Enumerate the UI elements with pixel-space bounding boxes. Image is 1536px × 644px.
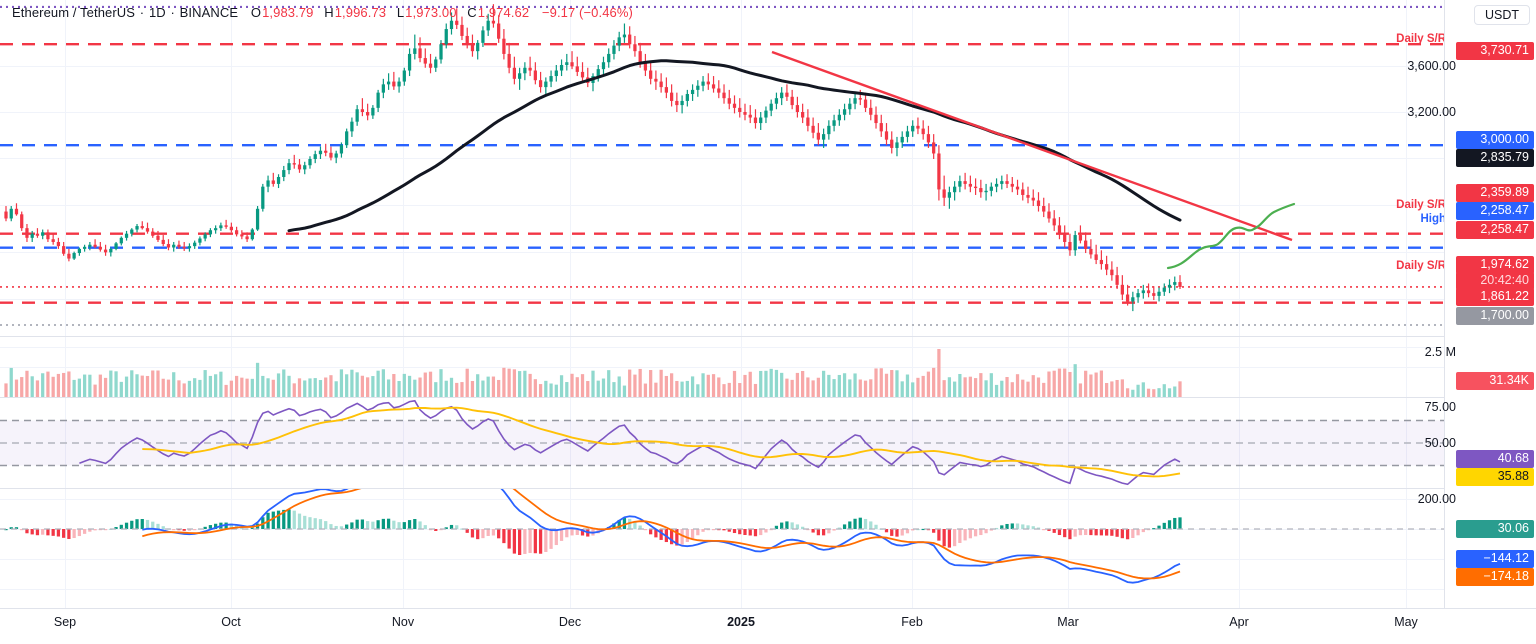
label-daily-sr-top: Daily S/R [1396,33,1446,45]
legend-low-value: 1,973.00 [405,5,457,20]
time-scale-tick: Oct [221,615,241,629]
price-scale-badge[interactable]: 2,258.47 [1456,221,1534,239]
price-scale-badge[interactable]: 3,730.71 [1456,42,1534,60]
grid-line-vertical [912,0,913,336]
price-scale-badge[interactable]: 20:42:40 [1456,272,1534,290]
pane-separator-3 [0,488,1444,489]
chart-graphics [0,489,1444,584]
legend-high-value: 1,996.73 [334,5,387,20]
time-scale[interactable]: Sep Oct Nov Dec 2025 Feb Mar Apr May [0,608,1536,636]
legend-exchange[interactable]: BINANCE [179,5,239,20]
grid-line-vertical [65,489,66,608]
grid-line-horizontal [0,158,1444,159]
time-scale-tick: Mar [1057,615,1079,629]
legend-interval[interactable]: 1D [148,5,166,20]
grid-line-vertical [1068,489,1069,608]
grid-line-vertical [65,0,66,336]
price-scale-badge[interactable]: 2,835.79 [1456,149,1534,167]
grid-line-horizontal [0,112,1444,113]
label-high: High [1420,213,1446,225]
price-scale-badge[interactable]: 35.88 [1456,468,1534,486]
time-scale-tick: Dec [558,615,582,629]
legend-low-label: L [396,5,405,20]
grid-line-horizontal [0,367,1444,368]
price-scale-tick: 2.5 M [1424,345,1456,359]
legend-sep-1: · [139,5,145,20]
grid-line-vertical [741,0,742,336]
price-scale-badge[interactable]: 2,359.89 [1456,184,1534,202]
legend-open-label: O [250,5,262,20]
grid-line-vertical [1406,0,1407,336]
grid-line-horizontal [0,299,1444,300]
legend-close-value: 1,974.62 [477,5,530,20]
price-scale-tick: 3,200.00 [1407,105,1456,119]
chart-graphics [4,349,1182,397]
time-scale-tick: 2025 [727,615,755,629]
volume-pane [0,337,1444,397]
grid-line-vertical [1239,0,1240,336]
price-scale-tick: 3,600.00 [1407,59,1456,73]
price-scale-badge[interactable]: 1,861.22 [1456,288,1534,306]
grid-line-vertical [403,489,404,608]
time-scale-tick: Nov [391,615,415,629]
price-scale-badge[interactable]: 3,000.00 [1456,131,1534,149]
grid-line-vertical [1068,0,1069,336]
time-scale-tick: May [1394,615,1418,629]
grid-line-horizontal [0,529,1444,530]
grid-line-horizontal [0,589,1444,590]
chart-graphics [0,4,1444,326]
label-daily-sr-mid: Daily S/R [1396,199,1446,211]
price-scale-badge[interactable]: 2,258.47 [1456,202,1534,220]
grid-line-vertical [741,398,742,488]
price-scale[interactable]: USDT 3,600.00 3,200.00 2.5 M 75.00 50.00 200.… [1407,0,1536,608]
grid-line-vertical [912,489,913,608]
legend-high-label: H [324,5,334,20]
time-scale-tick: Sep [53,615,77,629]
grid-line-vertical [741,489,742,608]
price-scale-tick: 200.00 [1417,492,1456,506]
price-scale-badge[interactable]: 1,974.62 [1456,256,1534,274]
price-scale-badge[interactable]: −174.18 [1456,568,1534,586]
price-scale-badge[interactable]: 30.06 [1456,520,1534,538]
chart-graphics [0,399,1444,486]
price-scale-badge[interactable]: 31.34K [1456,372,1534,390]
label-daily-sr-low: Daily S/R [1396,260,1446,272]
pane-separator-1 [0,336,1444,337]
grid-line-vertical [403,0,404,336]
grid-line-vertical [570,0,571,336]
grid-line-vertical [1406,489,1407,608]
grid-line-horizontal [0,559,1444,560]
grid-line-horizontal [0,205,1444,206]
grid-line-vertical [231,489,232,608]
grid-line-horizontal [0,499,1444,500]
grid-line-horizontal [0,252,1444,253]
legend-symbol[interactable]: Ethereum / TetherUS [12,5,136,20]
price-scale-tick: 50.00 [1424,436,1456,450]
grid-line-vertical [403,398,404,488]
price-scale-badge[interactable]: 40.68 [1456,450,1534,468]
grid-line-vertical [570,489,571,608]
legend-close-label: C [467,5,477,20]
pane-separator-2 [0,397,1444,398]
time-scale-tick: Feb [901,615,923,629]
grid-line-horizontal [0,347,1444,348]
legend-open-value: 1,983.79 [262,5,314,20]
time-scale-tick: Apr [1229,615,1249,629]
currency-badge[interactable]: USDT [1473,5,1530,25]
macd-pane [0,489,1444,608]
grid-line-vertical [1239,489,1240,608]
rsi-pane [0,398,1444,488]
price-scale-badge[interactable]: −144.12 [1456,550,1534,568]
legend-sep-2: · [170,5,175,20]
price-pane [0,0,1444,336]
chart-legend: Ethereum / TetherUS · 1D · BINANCE O1,98… [12,5,634,20]
price-scale-badge[interactable]: 1,700.00 [1456,307,1534,325]
grid-line-vertical [231,0,232,336]
price-scale-tick: 75.00 [1424,400,1456,414]
legend-change: −9.17 (−0.46%) [541,5,633,20]
